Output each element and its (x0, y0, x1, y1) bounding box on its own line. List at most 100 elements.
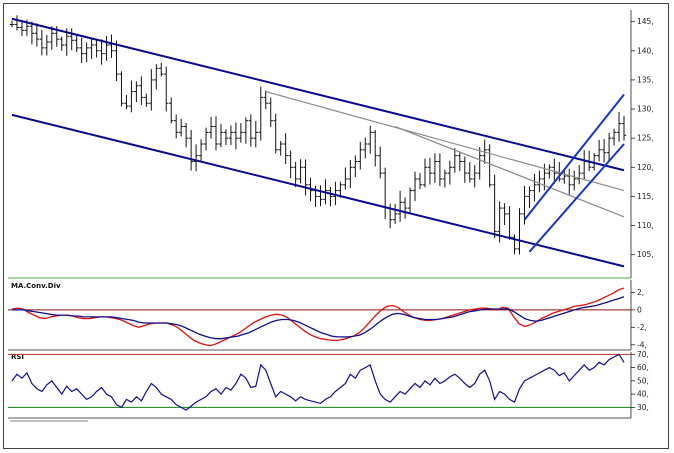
price-bar (373, 129, 378, 167)
price-bar (218, 124, 224, 148)
price-tick-label: 140, (637, 46, 654, 55)
price-bar (402, 197, 408, 219)
rsi-panel: 70, 60, 50, 40, 30, (8, 350, 649, 412)
price-bar (437, 153, 443, 187)
rsi-tick-label: 60, (637, 363, 649, 372)
price-bar (567, 168, 572, 195)
price-bar (507, 206, 512, 240)
channel-lower-trendline (11, 113, 625, 268)
price-bar (139, 76, 144, 106)
price-bar (368, 125, 373, 154)
price-bar (462, 156, 467, 183)
channel-upper-trendline (11, 17, 625, 172)
price-bar (248, 114, 254, 147)
price-bar (467, 162, 472, 183)
price-bar (457, 151, 463, 171)
price-bar (119, 71, 124, 107)
price-bar (447, 160, 453, 185)
price-bar (298, 159, 303, 184)
price-bar (34, 23, 40, 47)
rsi-tick-label: 30, (637, 403, 649, 412)
price-bar (69, 28, 74, 51)
macd-panel: 2, 0 -2, -4, (8, 287, 647, 349)
price-tick-label: 120, (637, 163, 654, 172)
macd-signal-line (12, 296, 625, 340)
price-bar (338, 181, 343, 198)
price-bar (616, 111, 622, 142)
price-bar (169, 97, 174, 124)
price-bar (238, 123, 244, 143)
price-bar (452, 147, 458, 173)
price-bar (606, 132, 612, 162)
price-bar (193, 144, 199, 172)
price-bar (417, 173, 423, 189)
price-bar (144, 93, 149, 107)
macd-line (11, 287, 625, 347)
price-bar (268, 97, 273, 128)
price-bar (89, 38, 94, 60)
price-bar (134, 81, 139, 103)
price-bar (303, 159, 308, 196)
price-bar (572, 170, 577, 191)
price-bar (537, 170, 542, 193)
price-panel: 105, 110, 115, 120, 125, 130, 135, 140, 145, (9, 15, 654, 268)
price-bar (363, 137, 368, 159)
price-bar (522, 185, 527, 225)
price-bar (14, 15, 20, 31)
macd-tick-label: 2, (637, 288, 644, 297)
price-bar (84, 42, 89, 63)
price-bar (228, 125, 234, 146)
price-bar (164, 66, 169, 112)
price-bar (333, 181, 338, 206)
price-bar (154, 64, 159, 90)
price-tick-label: 110, (637, 221, 654, 230)
rsi-line (11, 353, 625, 411)
price-bar (183, 123, 189, 148)
price-bar (382, 167, 388, 220)
price-bar (601, 139, 607, 163)
rising-channel-lower-trendline (528, 143, 625, 253)
price-bar (581, 150, 587, 180)
price-bar (477, 147, 482, 180)
price-bar (273, 113, 278, 154)
price-bar (422, 158, 428, 188)
price-bar (278, 140, 283, 156)
price-tick-label: 135, (637, 75, 654, 84)
price-bar (213, 116, 219, 151)
price-bar (208, 116, 214, 139)
rising-channel-upper-trendline (523, 93, 625, 221)
price-bar (412, 171, 418, 202)
price-bar (432, 153, 438, 183)
price-bar (178, 118, 184, 137)
price-bar (527, 186, 532, 209)
price-bar (263, 90, 268, 110)
price-bar (233, 122, 239, 150)
price-bar (487, 144, 492, 188)
price-bar (532, 173, 537, 202)
macd-panel-label: MA.Conv.Div (11, 282, 61, 290)
price-tick-label: 145, (637, 17, 654, 26)
fan-1-trendline (265, 90, 625, 192)
price-bar (149, 69, 154, 111)
price-bar (621, 115, 627, 141)
price-bar (114, 40, 119, 82)
macd-tick-label: 0 (637, 305, 642, 314)
macd-tick-label: -4, (637, 340, 647, 349)
price-bar (343, 167, 348, 190)
rsi-panel-label: RSI (11, 353, 24, 361)
price-bar (591, 153, 597, 171)
price-bar (293, 161, 298, 188)
price-bar (358, 141, 363, 170)
price-bar (472, 165, 477, 188)
price-bar (44, 35, 50, 56)
price-tick-label: 130, (637, 105, 654, 114)
rsi-tick-label: 40, (637, 390, 649, 399)
price-tick-label: 115, (637, 192, 654, 201)
price-bar (427, 157, 433, 185)
price-bar (442, 169, 448, 188)
price-bar (104, 36, 109, 61)
price-bar (94, 40, 99, 58)
price-bar (188, 129, 194, 171)
price-bar (19, 19, 25, 37)
price-bar (109, 34, 114, 59)
